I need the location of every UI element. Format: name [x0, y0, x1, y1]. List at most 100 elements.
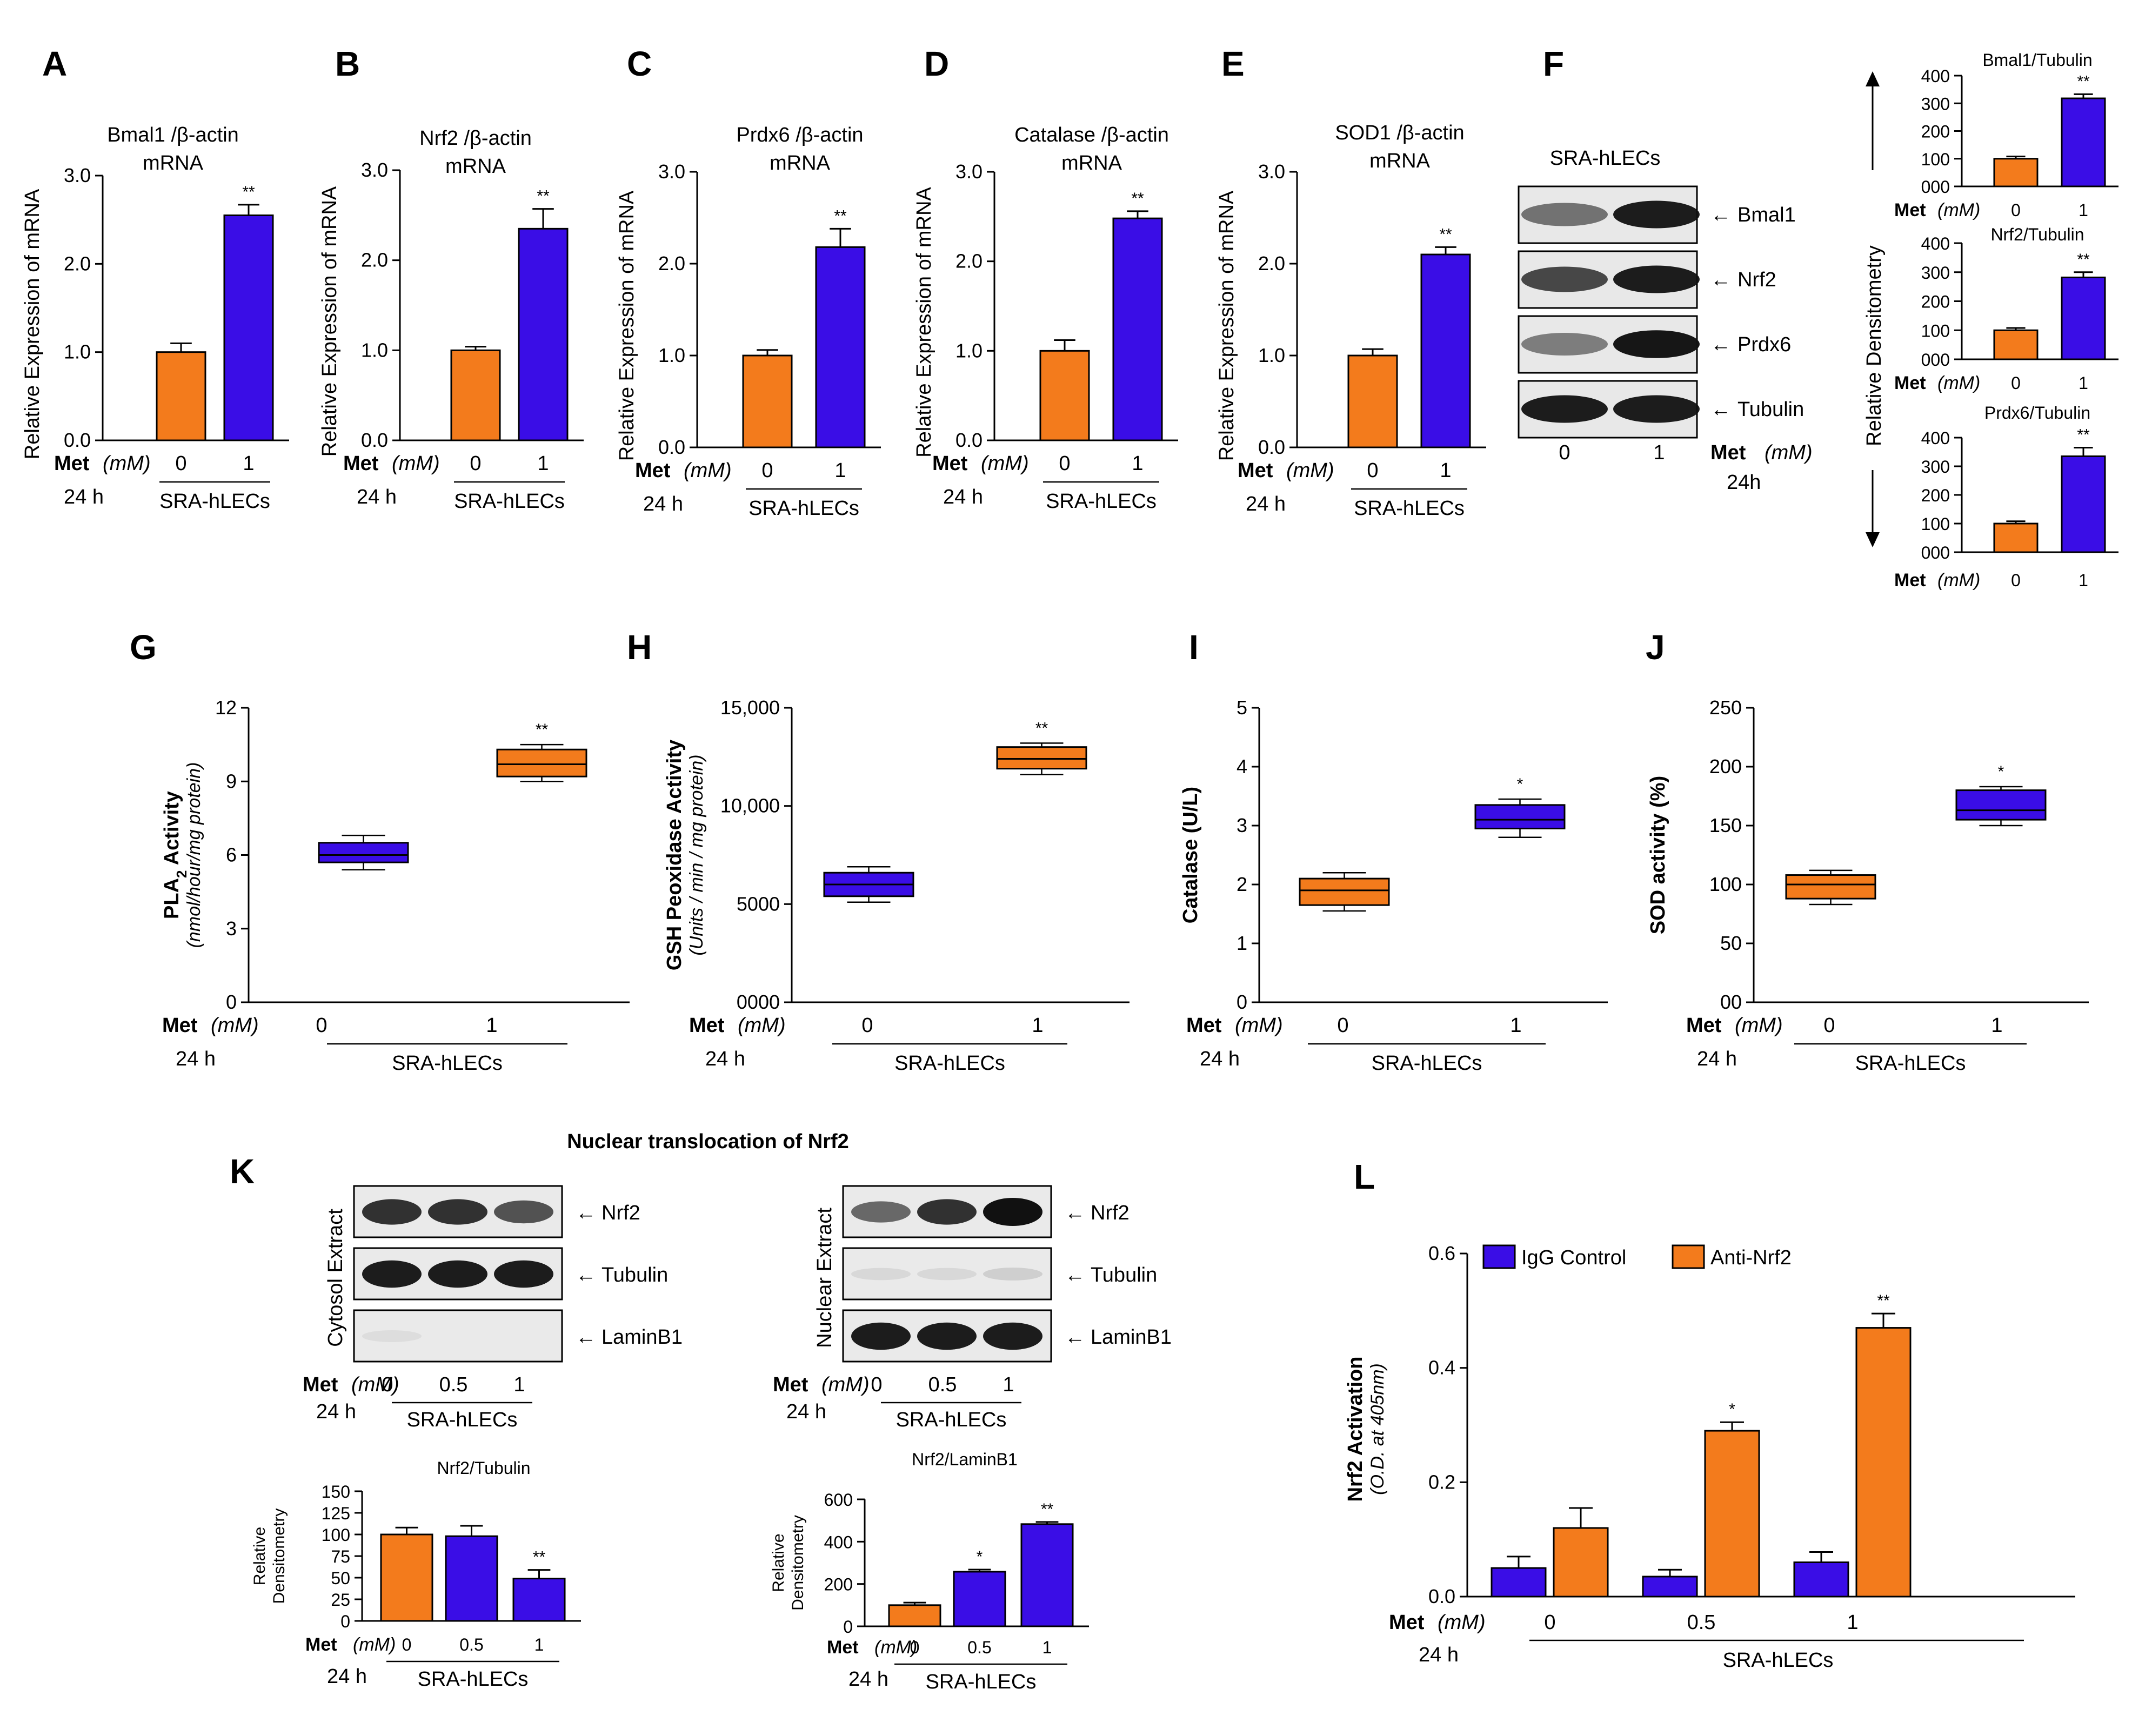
significance-mark: ** — [1877, 1292, 1890, 1310]
significance-mark: ** — [1035, 719, 1048, 737]
condition-label: 0 — [1337, 1014, 1348, 1037]
cell-line-label: SRA-hLECs — [418, 1668, 529, 1691]
y-tick-label: 400 — [1921, 66, 1950, 86]
y-tick-label: 1.0 — [955, 339, 983, 361]
y-tick-label: 100 — [1921, 514, 1950, 534]
mm-unit-label: (mM) — [211, 1014, 259, 1037]
lane-label: 1 — [1653, 441, 1665, 464]
mm-unit-label: (mM) — [684, 459, 732, 482]
significance-mark: * — [1729, 1400, 1735, 1418]
y-axis-label: GSH Peoxidase Activity — [663, 740, 686, 970]
mm-unit-label: (mM) — [981, 452, 1029, 475]
blot-band — [851, 1322, 911, 1350]
condition-label: 1 — [1042, 1638, 1052, 1657]
y-tick-label: 2.0 — [64, 252, 91, 274]
time-label: 24 h — [357, 486, 397, 508]
met-label: Met — [1894, 200, 1926, 220]
bar — [1491, 1567, 1547, 1598]
y-axis-label: Relative Expression of mRNA — [616, 190, 638, 461]
chart-title: Nrf2/Tubulin — [1990, 225, 2084, 244]
lane-label: 0.5 — [439, 1373, 468, 1396]
mm-unit-label: (mM) — [874, 1637, 917, 1658]
bar — [742, 354, 793, 448]
time-label: 24 h — [786, 1400, 826, 1423]
y-tick-label: 3.0 — [1258, 160, 1285, 183]
box — [496, 748, 587, 777]
band-arrow: ← — [1710, 333, 1731, 356]
bar — [450, 349, 501, 441]
met-label: Met — [1389, 1611, 1425, 1634]
blot-band — [1521, 333, 1608, 356]
met-label: Met — [1894, 373, 1926, 393]
time-label: 24 h — [1419, 1644, 1459, 1666]
box — [1785, 874, 1876, 900]
met-label: Met — [827, 1637, 859, 1658]
mm-unit-label: (mM) — [1937, 200, 1980, 220]
mm-unit-label: (mM) — [1937, 570, 1980, 591]
bar — [1347, 354, 1398, 448]
band-label: Nrf2 — [1091, 1202, 1130, 1224]
y-tick-label: 600 — [824, 1490, 853, 1510]
blot-band — [917, 1199, 977, 1225]
blot-band — [983, 1322, 1042, 1350]
box — [1474, 804, 1566, 829]
condition-label: 0 — [2011, 373, 2021, 393]
y-tick-label: 0.0 — [1428, 1585, 1455, 1607]
cell-line-label: SRA-hLECs — [392, 1052, 503, 1075]
panel-label: H — [627, 628, 652, 667]
blot-band — [1521, 266, 1608, 292]
condition-label: 1 — [1440, 459, 1451, 482]
time-label: 24 h — [643, 493, 683, 515]
bar — [518, 227, 569, 441]
met-label: Met — [1186, 1014, 1222, 1037]
chart-title: Bmal1/Tubulin — [1982, 50, 2092, 70]
y-tick-label: 75 — [331, 1547, 350, 1566]
y-tick-label: 50 — [1720, 932, 1742, 954]
chart-title: mRNA — [770, 152, 831, 175]
met-label: Met — [773, 1373, 808, 1396]
cell-line-label: SRA-hLECs — [748, 497, 859, 520]
y-tick-label: 100 — [322, 1525, 350, 1545]
condition-label: 0.5 — [459, 1635, 483, 1654]
y-axis-label: PLA2 Activity — [161, 791, 190, 919]
y-axis-label: Relative — [770, 1533, 787, 1592]
chart-title: mRNA — [1369, 150, 1431, 172]
condition-label: 0 — [402, 1635, 412, 1654]
bar — [953, 1571, 1006, 1627]
y-tick-label: 1.0 — [361, 339, 388, 361]
y-tick-label: 300 — [1921, 457, 1950, 477]
blot-band — [362, 1199, 422, 1225]
blot-band — [494, 1200, 553, 1224]
condition-label: 1 — [1847, 1611, 1858, 1634]
chart-title: SOD1 /β-actin — [1335, 122, 1464, 144]
lane-label: 1 — [513, 1373, 525, 1396]
cell-line-label: SRA-hLECs — [1372, 1052, 1482, 1075]
y-tick-label: 400 — [824, 1532, 853, 1552]
y-tick-label: 0.2 — [1428, 1471, 1455, 1493]
mm-unit-label: (mM) — [1235, 1014, 1283, 1037]
condition-label: 1 — [1510, 1014, 1521, 1037]
significance-mark: ** — [1041, 1500, 1054, 1518]
mm-unit-label: (mM) — [353, 1634, 396, 1655]
panel-label: K — [230, 1152, 255, 1191]
met-label: Met — [635, 459, 671, 482]
legend-label: IgG Control — [1521, 1246, 1626, 1269]
chart-title: Nrf2/Tubulin — [437, 1458, 530, 1478]
condition-label: 1 — [2079, 200, 2088, 220]
y-axis-label: Relative Expression of mRNA — [1215, 190, 1238, 461]
band-arrow: ← — [1710, 269, 1731, 291]
condition-label: 0 — [470, 452, 481, 475]
time-label: 24 h — [176, 1048, 216, 1070]
blot-band — [362, 1330, 422, 1342]
chart-title: Bmal1 /β-actin — [107, 124, 239, 146]
y-tick-label: 0.0 — [361, 429, 388, 451]
bar — [1112, 217, 1163, 441]
condition-label: 0.5 — [1687, 1611, 1716, 1634]
significance-mark: ** — [2077, 251, 2090, 269]
band-label: Nrf2 — [1737, 269, 1776, 291]
legend-label: Anti-Nrf2 — [1710, 1246, 1792, 1269]
blot-band — [494, 1260, 553, 1288]
y-axis-label: Relative Expression of mRNA — [913, 187, 935, 458]
y-tick-label: 2.0 — [658, 252, 685, 274]
condition-label: 0 — [910, 1638, 920, 1657]
